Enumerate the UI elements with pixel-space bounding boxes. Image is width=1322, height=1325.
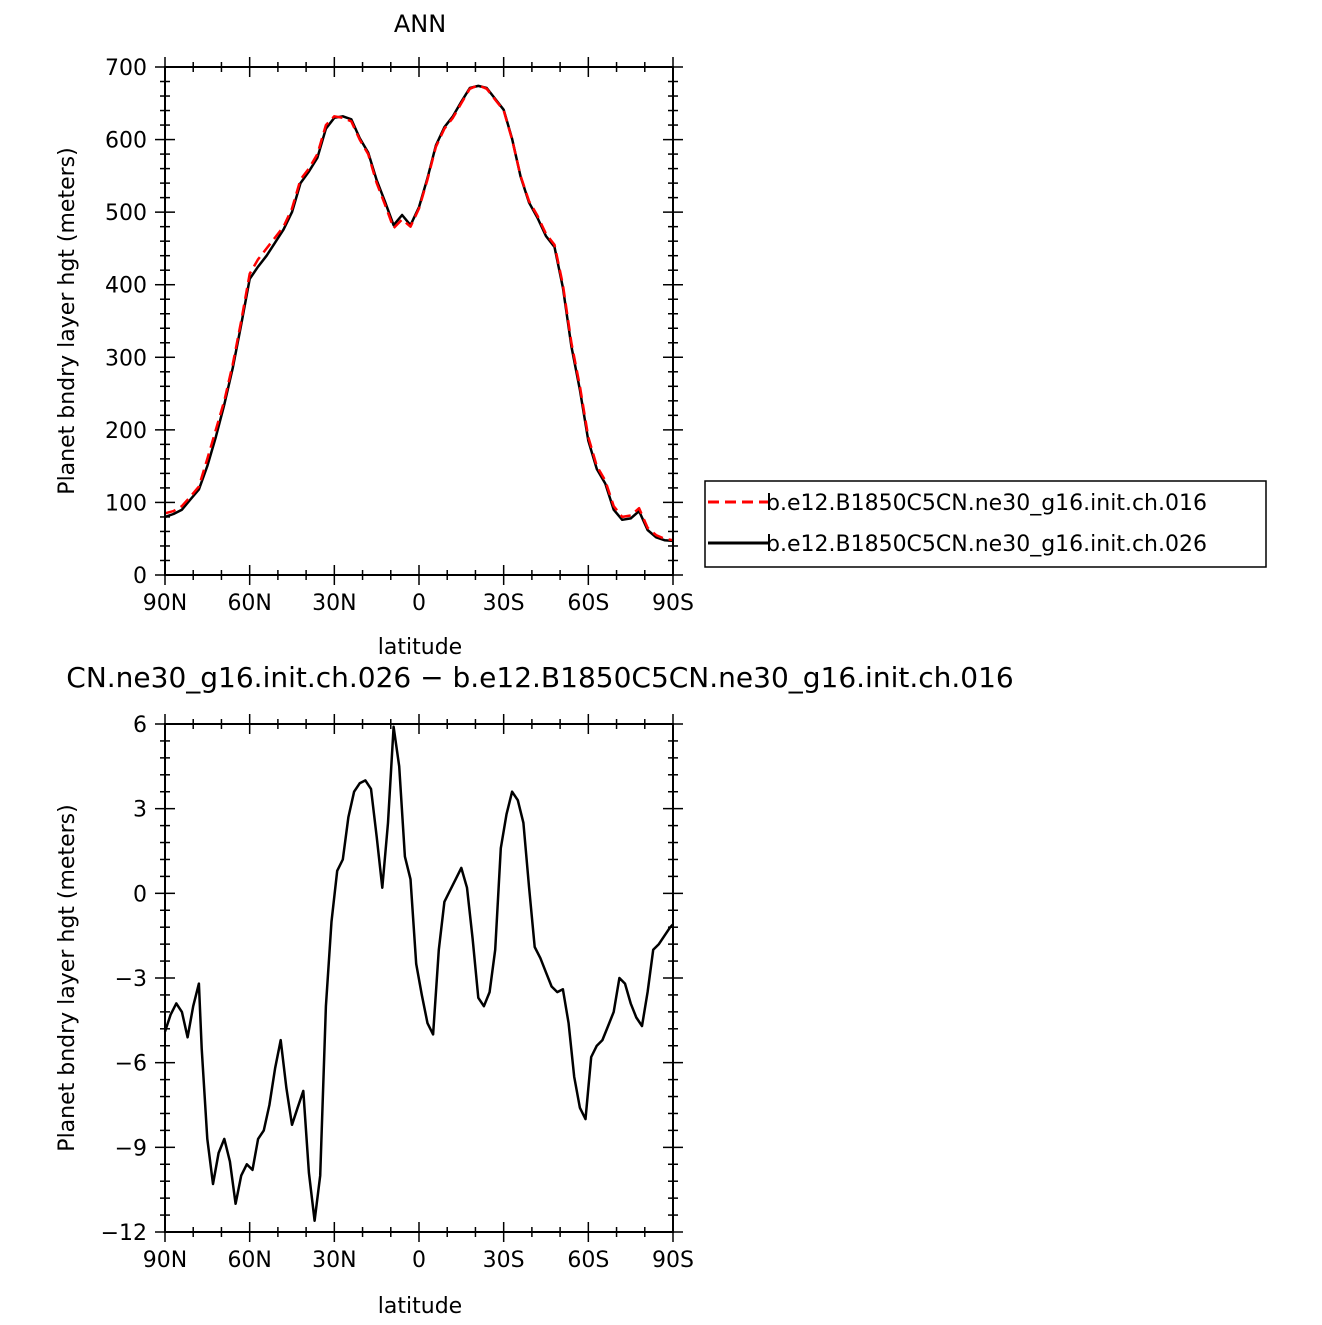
top-plot-frame bbox=[164, 66, 674, 576]
top-series-line-solid bbox=[164, 84, 674, 543]
bottom-y-tick-label: 3 bbox=[133, 798, 147, 823]
legend: b.e12.B1850C5CN.ne30_g16.init.ch.016 b.e… bbox=[704, 480, 1267, 568]
top-y-tick-label: 200 bbox=[105, 419, 147, 444]
top-x-tick-label: 60S bbox=[567, 591, 609, 616]
bottom-x-tick-label: 60S bbox=[567, 1248, 609, 1273]
top-y-tick-label: 400 bbox=[105, 274, 147, 299]
legend-label-016: b.e12.B1850C5CN.ne30_g16.init.ch.016 bbox=[766, 491, 1207, 516]
top-series-lines bbox=[164, 83, 674, 543]
top-x-tick-label: 30S bbox=[483, 591, 525, 616]
top-y-tick-label: 300 bbox=[105, 346, 147, 371]
bottom-y-axis-label: Planet bndry layer hgt (meters) bbox=[55, 804, 80, 1151]
bottom-y-tick-label: −3 bbox=[115, 967, 147, 992]
top-x-tick-label: 90S bbox=[652, 591, 694, 616]
top-y-tick-label: 0 bbox=[133, 564, 147, 589]
bottom-series-line-solid bbox=[163, 725, 674, 1222]
top-x-tick-label: 30N bbox=[312, 591, 356, 616]
top-y-tick-label: 700 bbox=[105, 56, 147, 81]
top-panel: ANN Planet bndry layer hgt (meters) lati… bbox=[55, 10, 694, 660]
legend-label-026: b.e12.B1850C5CN.ne30_g16.init.ch.026 bbox=[766, 532, 1207, 557]
top-chart-title: ANN bbox=[394, 10, 446, 38]
top-y-axis-label: Planet bndry layer hgt (meters) bbox=[55, 147, 80, 494]
top-series-line-dashed bbox=[164, 83, 674, 542]
bottom-x-axis-label: latitude bbox=[378, 1294, 462, 1319]
bottom-plot-frame bbox=[164, 723, 674, 1233]
bottom-x-tick-label: 90N bbox=[143, 1248, 187, 1273]
bottom-series-lines bbox=[163, 725, 674, 1222]
top-ticks: 0 100 200 300 400 500 600 700 90N 60N 30N 0 30S 60S 90… bbox=[105, 56, 694, 616]
bottom-x-tick-label: 30N bbox=[312, 1248, 356, 1273]
top-x-tick-label: 60N bbox=[227, 591, 271, 616]
bottom-x-tick-label: 30S bbox=[483, 1248, 525, 1273]
legend-box bbox=[704, 480, 1267, 568]
bottom-y-tick-label: 6 bbox=[133, 713, 147, 738]
bottom-y-tick-label: −12 bbox=[101, 1221, 147, 1246]
top-y-tick-label: 100 bbox=[105, 491, 147, 516]
bottom-chart-title: CN.ne30_g16.init.ch.026 − b.e12.B1850C5C… bbox=[66, 661, 1013, 694]
bottom-x-tick-label: 0 bbox=[412, 1248, 426, 1273]
bottom-y-tick-label: −6 bbox=[115, 1052, 147, 1077]
top-y-tick-label: 600 bbox=[105, 129, 147, 154]
bottom-panel: CN.ne30_g16.init.ch.026 − b.e12.B1850C5C… bbox=[55, 661, 1014, 1319]
top-y-tick-label: 500 bbox=[105, 201, 147, 226]
bottom-y-tick-label: 0 bbox=[133, 882, 147, 907]
bottom-ticks: −12 −9 −6 −3 0 3 6 90N 60N 30N 0 30S 60S 90S bbox=[101, 713, 694, 1273]
bottom-x-tick-label: 90S bbox=[652, 1248, 694, 1273]
bottom-x-tick-label: 60N bbox=[227, 1248, 271, 1273]
top-x-tick-label: 90N bbox=[143, 591, 187, 616]
bottom-y-tick-label: −9 bbox=[115, 1136, 147, 1161]
top-x-axis-label: latitude bbox=[378, 635, 462, 660]
top-x-tick-label: 0 bbox=[412, 591, 426, 616]
